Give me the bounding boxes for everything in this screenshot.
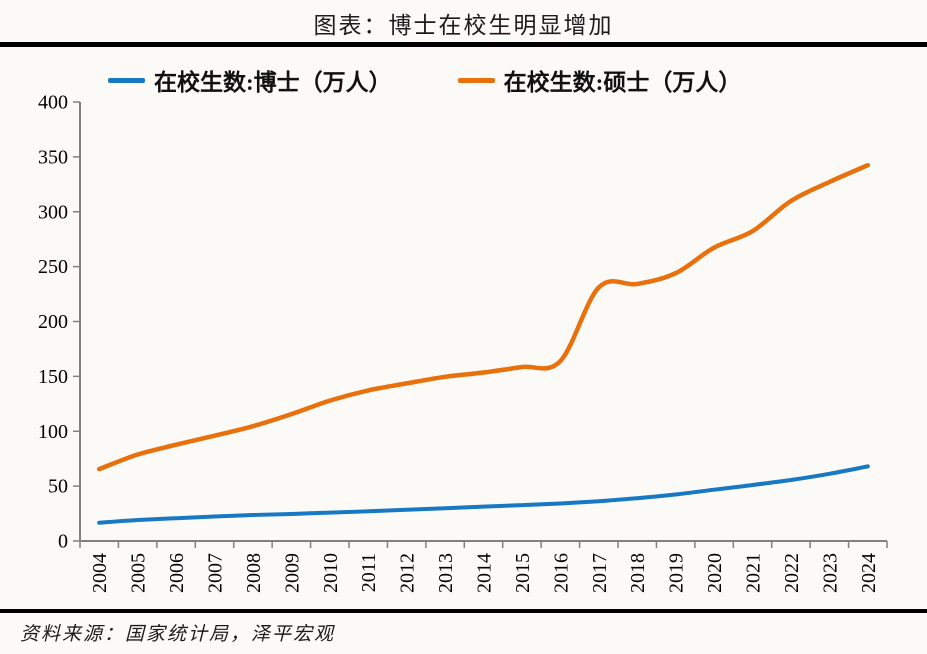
doctor-series-line (97, 464, 870, 525)
y-tick-label: 150 (38, 366, 68, 388)
doctor-line-swatch (108, 77, 145, 83)
master-series-line (96, 162, 871, 472)
y-tick-label: 200 (38, 311, 68, 333)
x-tick-label: 2016 (550, 553, 572, 593)
x-tick-label: 2007 (205, 553, 227, 593)
source-note: 资料来源：国家统计局，泽平宏观 (20, 624, 336, 645)
legend-label-doctor: 在校生数:博士（万人） (154, 70, 392, 95)
chart-legend: 在校生数:博士（万人） 在校生数:硕士（万人） (108, 63, 741, 97)
x-tick-label: 2017 (589, 553, 611, 593)
x-tick-label: 2022 (781, 553, 803, 593)
x-tick-label: 2015 (512, 553, 534, 593)
x-tick-label: 2004 (89, 553, 111, 593)
x-tick-label: 2021 (743, 553, 765, 593)
x-tick-label: 2010 (320, 553, 342, 593)
x-tick-label: 2024 (858, 553, 880, 593)
x-tick-label: 2009 (281, 553, 303, 593)
legend-item-doctor: 在校生数:博士（万人） (108, 63, 392, 97)
y-tick-label: 100 (38, 421, 68, 443)
x-tick-label: 2012 (397, 553, 419, 593)
x-tick-label: 2006 (166, 553, 188, 593)
x-tick-label: 2011 (358, 553, 380, 592)
y-tick-label: 50 (48, 476, 68, 498)
y-tick-label: 350 (38, 146, 68, 168)
x-tick-label: 2005 (128, 553, 150, 593)
master-line-swatch (457, 77, 495, 83)
x-tick-label: 2023 (819, 553, 841, 593)
top-divider (0, 42, 927, 47)
y-tick-label: 250 (38, 256, 68, 278)
y-tick-label: 0 (58, 531, 68, 553)
legend-item-master: 在校生数:硕士（万人） (457, 63, 742, 97)
x-tick-label: 2013 (435, 553, 457, 593)
y-tick-label: 300 (38, 201, 68, 223)
x-tick-label: 2008 (243, 553, 265, 593)
y-tick-label: 400 (38, 92, 68, 114)
x-tick-label: 2014 (474, 553, 496, 593)
x-tick-label: 2019 (666, 553, 688, 593)
legend-label-master: 在校生数:硕士（万人） (503, 70, 742, 95)
bottom-divider (0, 609, 927, 613)
chart-title: 图表：博士在校生明显增加 (313, 13, 614, 38)
x-tick-label: 2020 (704, 553, 726, 593)
x-tick-label: 2018 (627, 553, 649, 593)
